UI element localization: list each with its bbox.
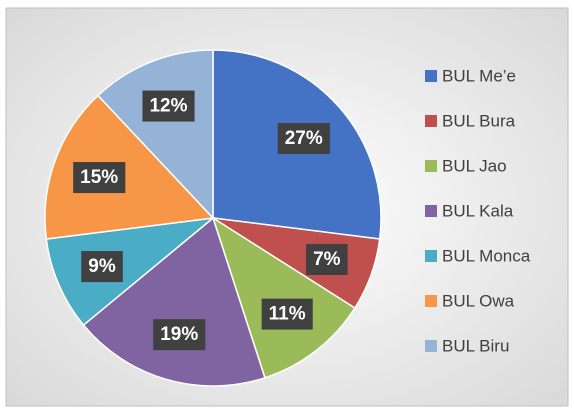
pie-slice	[44, 94, 215, 240]
value-label: 15%	[80, 167, 118, 188]
legend-label: BUL Bura	[442, 111, 516, 130]
value-label: 7%	[313, 249, 341, 270]
legend-swatch	[425, 340, 437, 352]
value-label-box	[73, 162, 126, 194]
value-label-box	[306, 243, 348, 275]
value-label-box	[81, 251, 123, 283]
value-label: 27%	[285, 128, 323, 149]
pie-slice	[45, 216, 216, 327]
legend-swatch	[425, 115, 437, 127]
legend-label: BUL Jao	[442, 156, 507, 175]
pie-slice	[82, 216, 266, 387]
value-label-box	[261, 298, 313, 330]
value-label-box	[142, 90, 195, 122]
legend-swatch	[425, 250, 437, 262]
value-label-box	[153, 319, 206, 351]
legend-swatch	[425, 70, 437, 82]
legend-swatch	[425, 205, 437, 217]
legend-label: BUL Owa	[442, 291, 515, 310]
value-label-box	[277, 123, 330, 155]
legend-label: BUL Kala	[442, 201, 514, 220]
value-label: 11%	[269, 304, 306, 325]
legend-swatch	[425, 295, 437, 307]
legend-swatch	[425, 160, 437, 172]
value-label: 9%	[88, 256, 116, 277]
pie-slice	[211, 216, 356, 379]
value-labels: 27% 7% 11% 19% 9% 15% 12%	[73, 90, 348, 351]
value-label: 19%	[160, 324, 198, 345]
legend-label: BUL Biru	[442, 336, 509, 355]
legend: BUL Me’e BUL Bura BUL Jao BUL Kala BUL Monca…	[425, 66, 531, 355]
pie	[44, 49, 382, 387]
legend-label: BUL Monca	[442, 246, 531, 265]
value-label: 12%	[149, 96, 187, 117]
legend-label: BUL Me’e	[442, 66, 516, 85]
